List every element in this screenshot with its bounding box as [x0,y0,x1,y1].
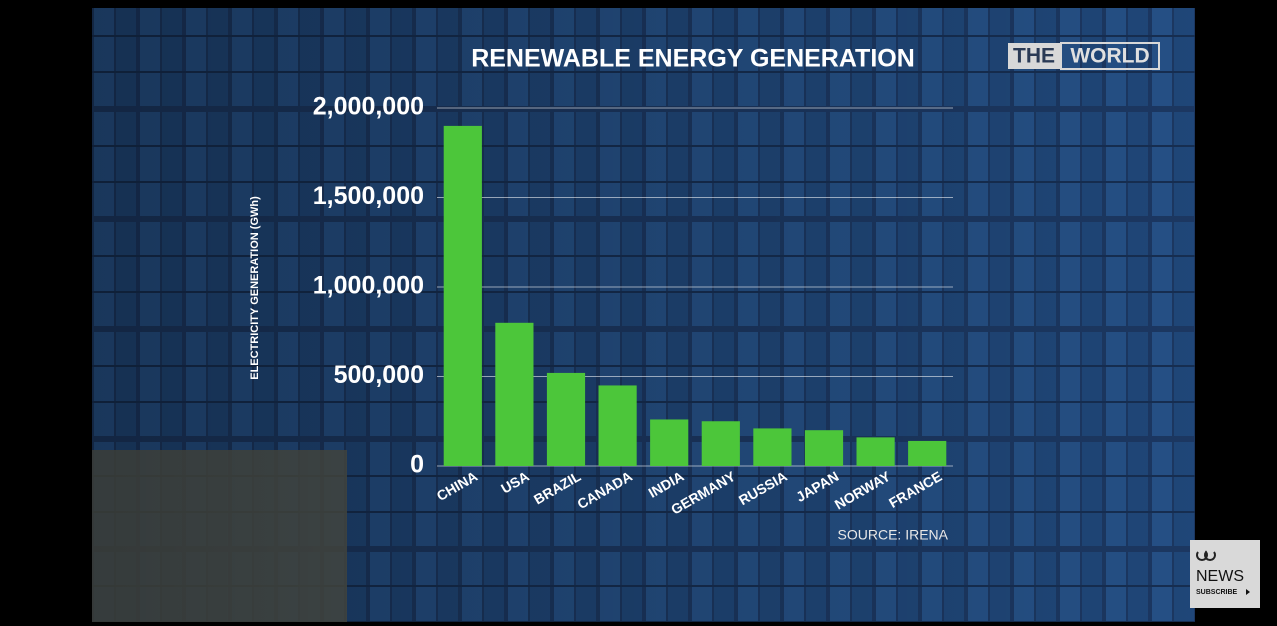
bar [598,385,637,466]
y-tick-label: 500,000 [334,361,424,389]
bar [650,419,689,466]
y-axis-label: ELECTRICITY GENERATION (GWh) [249,196,261,380]
bar [908,440,947,466]
bar [804,430,844,466]
source: SOURCE: IRENA [838,527,949,543]
logo: THE WORLD [1008,42,1160,70]
bar [546,372,586,466]
badge-icon [1196,550,1216,561]
y-tick-label: 1,500,000 [313,182,424,210]
logo-text: WORLD [1070,45,1149,68]
logo-text: THE [1013,45,1055,68]
background-shade [92,8,1195,622]
badge-action[interactable]: SUBSCRIBE [1196,589,1238,596]
logo-frame [1060,42,1160,70]
badge-arrow [1246,589,1250,595]
bar [701,421,740,466]
bar [443,125,482,467]
bar [856,437,895,466]
bar [753,428,792,466]
bar [495,322,534,466]
y-tick-label: 1,000,000 [313,272,424,300]
y-tick-label: 2,000,000 [313,93,424,121]
y-tick-label: 0 [410,451,424,479]
chart-title: RENEWABLE ENERGY GENERATION [471,45,915,73]
logo-box [1008,43,1060,69]
badge-box[interactable] [1190,540,1260,608]
badge-title: NEWS [1196,568,1244,585]
news-badge[interactable]: NEWS SUBSCRIBE [1190,540,1260,608]
